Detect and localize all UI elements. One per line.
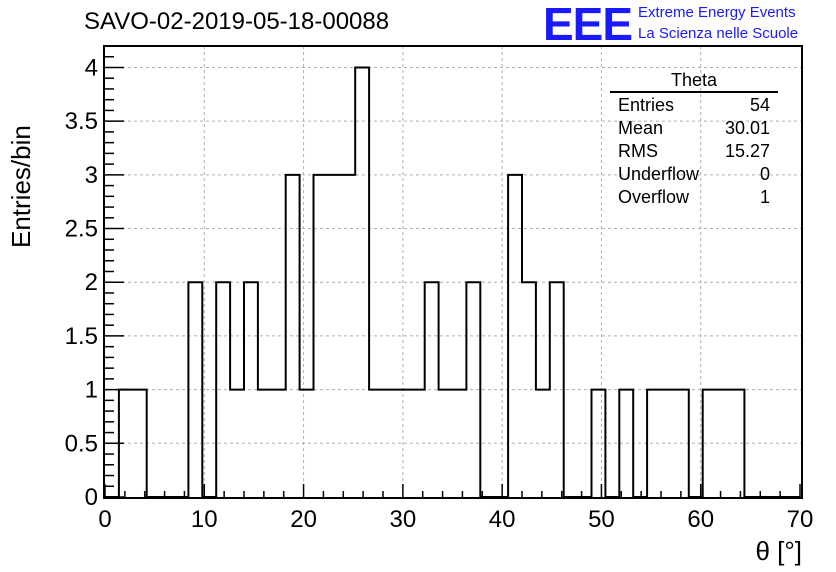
eee-logo: EEE xyxy=(543,0,633,50)
x-tick-label: 10 xyxy=(191,506,218,533)
y-tick-label: 2.5 xyxy=(65,216,98,243)
logo-line-1: Extreme Energy Events xyxy=(638,4,796,21)
y-tick-label: 0.5 xyxy=(65,430,98,457)
x-axis-label: θ [°] xyxy=(755,536,802,566)
x-tick-label: 70 xyxy=(787,506,814,533)
x-axis-ticks: 0 10 20 30 40 50 60 70 xyxy=(98,484,813,533)
stat-value: 54 xyxy=(749,95,770,115)
x-tick-label: 30 xyxy=(390,506,417,533)
y-tick-label: 2 xyxy=(85,269,98,296)
run-title: SAVO-02-2019-05-18-00088 xyxy=(84,8,390,35)
stat-value: 0 xyxy=(759,164,770,184)
stat-value: 1 xyxy=(759,187,770,207)
logo-line-2: La Scienza nelle Scuole xyxy=(638,25,799,42)
x-tick-label: 20 xyxy=(290,506,317,533)
y-tick-label: 3 xyxy=(85,162,98,189)
stat-label: Underflow xyxy=(618,164,700,184)
y-tick-label: 1.5 xyxy=(65,323,98,350)
stat-row-entries: Entries 54 xyxy=(610,94,778,117)
stat-label: RMS xyxy=(618,141,658,161)
x-tick-label: 60 xyxy=(687,506,714,533)
y-tick-label: 3.5 xyxy=(65,108,98,135)
stat-label: Entries xyxy=(618,95,675,115)
stat-row-rms: RMS 15.27 xyxy=(610,140,778,163)
stat-value: 30.01 xyxy=(724,118,770,138)
stats-box: Theta Entries 54 Mean 30.01 RMS 15.27 Un… xyxy=(610,70,778,209)
y-axis-ticks: 0 0.5 1 1.5 2 2.5 3 3.5 4 xyxy=(65,45,124,511)
x-tick-label: 0 xyxy=(98,506,111,533)
x-tick-label: 40 xyxy=(489,506,516,533)
y-tick-label: 0 xyxy=(85,484,98,511)
x-tick-label: 50 xyxy=(588,506,615,533)
stat-label: Overflow xyxy=(618,187,690,207)
y-axis-label: Entries/bin xyxy=(6,125,36,248)
stats-title: Theta xyxy=(610,70,778,93)
stat-label: Mean xyxy=(618,118,664,138)
stat-row-mean: Mean 30.01 xyxy=(610,117,778,140)
histogram-line xyxy=(105,66,800,498)
y-tick-label: 1 xyxy=(85,377,98,404)
stat-row-underflow: Underflow 0 xyxy=(610,163,778,186)
stat-value: 15.27 xyxy=(724,141,770,161)
y-tick-label: 4 xyxy=(85,54,98,81)
stat-row-overflow: Overflow 1 xyxy=(610,186,778,209)
